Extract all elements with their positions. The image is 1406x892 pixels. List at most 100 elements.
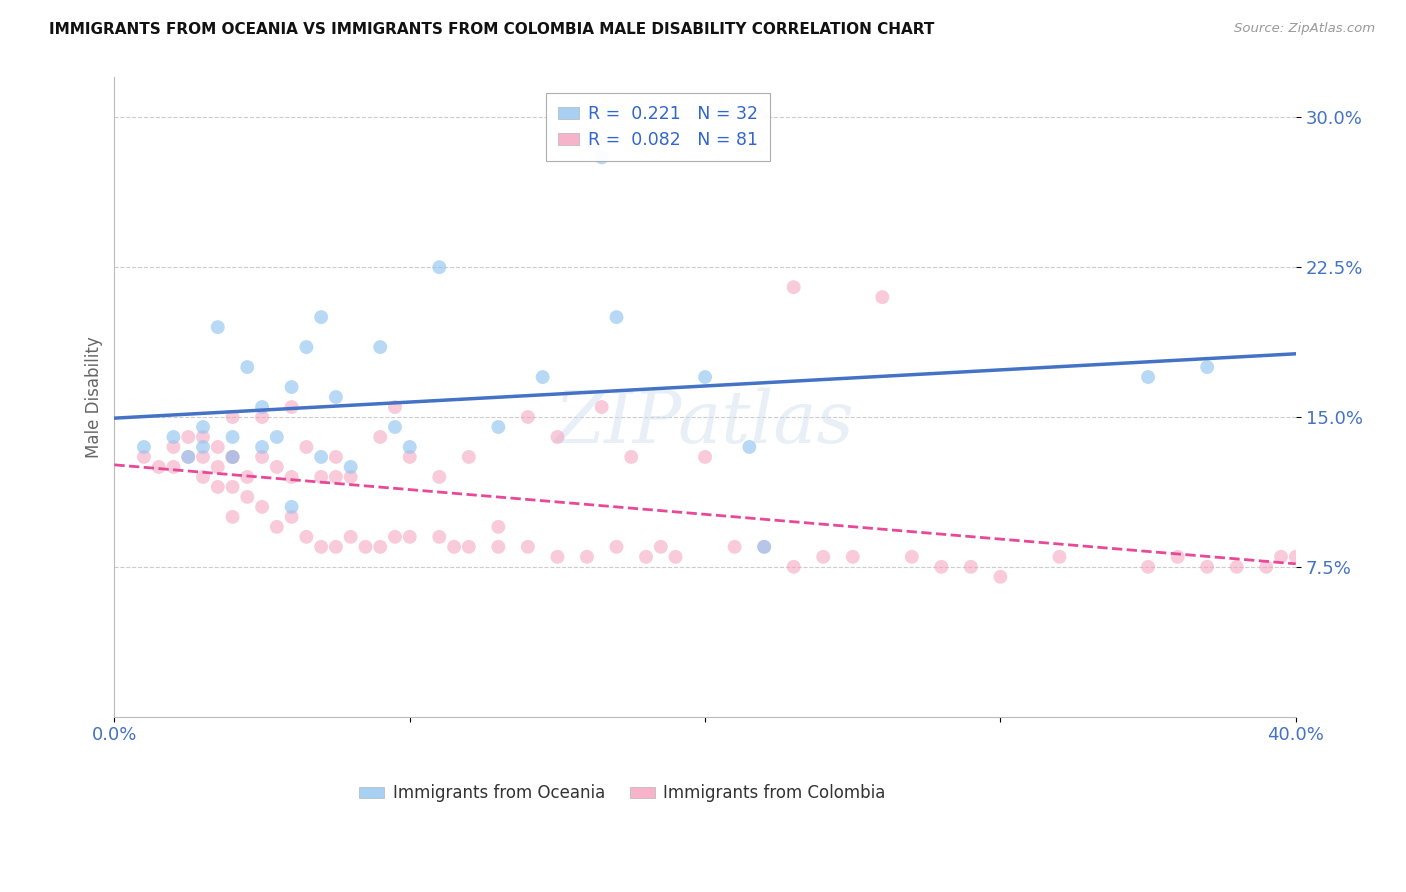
Point — [132, 450, 155, 464]
Point — [1197, 360, 1219, 375]
Point — [754, 540, 776, 554]
Point — [162, 430, 184, 444]
Point — [1256, 559, 1278, 574]
Point — [221, 509, 243, 524]
Point — [177, 450, 200, 464]
Point — [990, 570, 1012, 584]
Point — [591, 400, 613, 414]
Point — [280, 380, 302, 394]
Point — [516, 409, 538, 424]
Point — [842, 549, 865, 564]
Point — [309, 470, 332, 484]
Point — [250, 400, 273, 414]
Point — [427, 530, 450, 544]
Point — [575, 549, 598, 564]
Point — [783, 280, 806, 294]
Point — [427, 470, 450, 484]
Point — [384, 400, 406, 414]
Point — [931, 559, 953, 574]
Point — [783, 559, 806, 574]
Point — [132, 440, 155, 454]
Point — [309, 450, 332, 464]
Point — [221, 430, 243, 444]
Point — [221, 409, 243, 424]
Point — [339, 459, 361, 474]
Point — [295, 340, 318, 354]
Point — [664, 549, 686, 564]
Point — [207, 480, 229, 494]
Point — [546, 430, 568, 444]
Point — [266, 430, 288, 444]
Point — [901, 549, 924, 564]
Point — [177, 430, 200, 444]
Point — [162, 459, 184, 474]
Point — [339, 530, 361, 544]
Point — [398, 530, 420, 544]
Point — [177, 450, 200, 464]
Point — [531, 370, 554, 384]
Point — [207, 320, 229, 334]
Point — [457, 450, 479, 464]
Point — [384, 530, 406, 544]
Point — [309, 540, 332, 554]
Point — [280, 500, 302, 514]
Point — [486, 540, 509, 554]
Text: IMMIGRANTS FROM OCEANIA VS IMMIGRANTS FROM COLOMBIA MALE DISABILITY CORRELATION : IMMIGRANTS FROM OCEANIA VS IMMIGRANTS FR… — [49, 22, 935, 37]
Point — [591, 150, 613, 164]
Point — [325, 470, 347, 484]
Point — [266, 520, 288, 534]
Text: ZIPatlas: ZIPatlas — [555, 387, 855, 458]
Point — [295, 530, 318, 544]
Point — [443, 540, 465, 554]
Point — [309, 310, 332, 325]
Point — [872, 290, 894, 304]
Point — [162, 440, 184, 454]
Point — [368, 540, 391, 554]
Point — [148, 459, 170, 474]
Point — [221, 450, 243, 464]
Point — [398, 440, 420, 454]
Point — [634, 549, 657, 564]
Point — [250, 450, 273, 464]
Point — [221, 450, 243, 464]
Point — [191, 430, 214, 444]
Point — [693, 450, 716, 464]
Point — [1285, 549, 1308, 564]
Point — [960, 559, 983, 574]
Point — [723, 540, 745, 554]
Point — [325, 540, 347, 554]
Text: Source: ZipAtlas.com: Source: ZipAtlas.com — [1234, 22, 1375, 36]
Point — [1137, 370, 1160, 384]
Point — [250, 500, 273, 514]
Point — [650, 540, 672, 554]
Point — [546, 549, 568, 564]
Point — [354, 540, 377, 554]
Point — [1197, 559, 1219, 574]
Point — [325, 450, 347, 464]
Point — [236, 360, 259, 375]
Point — [280, 509, 302, 524]
Point — [236, 470, 259, 484]
Point — [486, 420, 509, 434]
Point — [384, 420, 406, 434]
Point — [280, 400, 302, 414]
Point — [1049, 549, 1071, 564]
Point — [605, 540, 627, 554]
Point — [339, 470, 361, 484]
Point — [250, 409, 273, 424]
Point — [207, 459, 229, 474]
Point — [516, 540, 538, 554]
Y-axis label: Male Disability: Male Disability — [86, 336, 103, 458]
Point — [457, 540, 479, 554]
Point — [1137, 559, 1160, 574]
Point — [398, 450, 420, 464]
Point — [250, 440, 273, 454]
Point — [266, 459, 288, 474]
Point — [236, 490, 259, 504]
Point — [427, 260, 450, 275]
Point — [191, 450, 214, 464]
Point — [191, 470, 214, 484]
Legend: Immigrants from Oceania, Immigrants from Colombia: Immigrants from Oceania, Immigrants from… — [352, 776, 894, 811]
Point — [368, 340, 391, 354]
Point — [486, 520, 509, 534]
